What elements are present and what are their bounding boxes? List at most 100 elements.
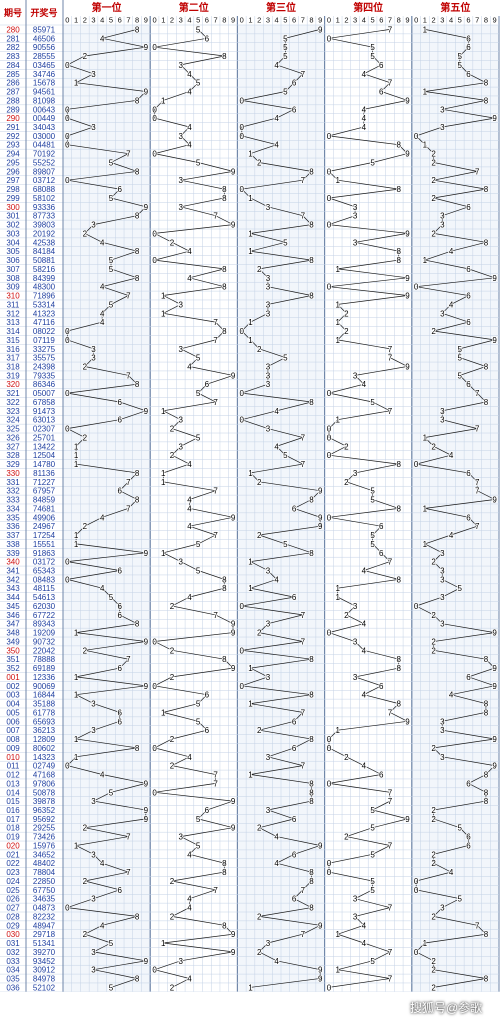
digit-point: 3 — [266, 753, 271, 762]
period-label: 315 — [6, 336, 20, 345]
digit-point: 6 — [292, 504, 297, 513]
digit-point: 8 — [396, 256, 401, 265]
period-label: 334 — [6, 504, 20, 513]
draw-number: 22042 — [33, 646, 56, 655]
digit-point: 2 — [170, 646, 175, 655]
digit-point: 4 — [274, 575, 279, 584]
digit-point: 4 — [100, 283, 105, 292]
digit-point: 2 — [170, 877, 175, 886]
digit-point: 3 — [91, 354, 96, 363]
period-label: 309 — [6, 283, 20, 292]
digit-point: 3 — [178, 300, 183, 309]
period-label: 333 — [6, 496, 20, 505]
digit-point: 8 — [309, 549, 314, 558]
trend-line-5 — [415, 29, 496, 988]
draw-number: 46506 — [33, 34, 56, 43]
digit-point: 8 — [135, 496, 140, 505]
digit-point: 6 — [466, 203, 471, 212]
digit-point: 2 — [431, 442, 436, 451]
draw-number: 36213 — [33, 726, 56, 735]
digit-point: 5 — [370, 398, 375, 407]
digit-point: 4 — [187, 460, 192, 469]
period-label: 298 — [6, 185, 20, 194]
digit-point: 8 — [309, 398, 314, 407]
group-title: 第三位 — [266, 1, 296, 14]
digit-point: 1 — [335, 726, 340, 735]
draw-number: 02307 — [33, 425, 56, 434]
draw-number: 20192 — [33, 229, 56, 238]
digit-point: 8 — [484, 96, 489, 105]
digit-point: 1 — [161, 708, 166, 717]
draw-number: 91863 — [33, 549, 56, 558]
digit-point: 5 — [458, 354, 463, 363]
draw-number: 02749 — [33, 762, 56, 771]
digit-header: 7 — [214, 16, 218, 25]
digit-point: 1 — [74, 460, 79, 469]
digit-point: 5 — [109, 194, 114, 203]
digit-point: 7 — [126, 478, 131, 487]
digit-point: 9 — [318, 841, 323, 850]
digit-point: 0 — [240, 327, 245, 336]
digit-point: 4 — [187, 593, 192, 602]
digit-header: 3 — [179, 16, 183, 25]
period-label: 021 — [6, 850, 20, 859]
draw-number: 74681 — [33, 504, 56, 513]
digit-header: 2 — [83, 16, 87, 25]
digit-point: 3 — [440, 221, 445, 230]
digit-point: 4 — [100, 584, 105, 593]
digit-point: 2 — [257, 912, 262, 921]
draw-number: 52102 — [33, 983, 56, 992]
draw-number: 03465 — [33, 61, 56, 70]
digit-header: 5 — [196, 16, 200, 25]
period-label: 016 — [6, 806, 20, 815]
digit-point: 8 — [484, 185, 489, 194]
digit-point: 5 — [283, 43, 288, 52]
draw-number: 03000 — [33, 132, 56, 141]
digit-point: 3 — [440, 123, 445, 132]
digit-point: 1 — [74, 691, 79, 700]
digit-point: 4 — [449, 247, 454, 256]
period-label: 026 — [6, 895, 20, 904]
period-label: 013 — [6, 779, 20, 788]
period-label: 018 — [6, 824, 20, 833]
digit-point: 8 — [484, 771, 489, 780]
digit-point: 5 — [458, 345, 463, 354]
digit-point: 8 — [222, 868, 227, 877]
digit-point: 7 — [388, 708, 393, 717]
digit-point: 9 — [318, 25, 323, 34]
footer-area — [0, 991, 500, 1020]
period-label: 287 — [6, 88, 20, 97]
digit-header: 5 — [283, 16, 287, 25]
digit-point: 2 — [83, 433, 88, 442]
draw-number: 73426 — [33, 833, 56, 842]
digit-point: 2 — [170, 983, 175, 992]
digit-point: 7 — [388, 948, 393, 957]
digit-point: 1 — [248, 247, 253, 256]
draw-number: 08022 — [33, 327, 56, 336]
draw-number: 89807 — [33, 167, 56, 176]
draw-number: 84399 — [33, 274, 56, 283]
digit-point: 9 — [492, 762, 497, 771]
digit-point: 0 — [414, 460, 419, 469]
draw-number: 48115 — [33, 584, 55, 593]
digit-point: 0 — [152, 43, 157, 52]
digit-point: 6 — [466, 513, 471, 522]
period-label: 029 — [6, 921, 20, 930]
digit-point: 8 — [135, 912, 140, 921]
digit-point: 2 — [431, 637, 436, 646]
digit-point: 0 — [152, 256, 157, 265]
digit-header: 6 — [292, 16, 296, 25]
period-label: 351 — [6, 655, 20, 664]
digit-point: 7 — [301, 212, 306, 221]
digit-point: 3 — [440, 567, 445, 576]
draw-number: 35188 — [33, 700, 56, 709]
digit-point: 6 — [379, 61, 384, 70]
digit-header: 3 — [91, 16, 95, 25]
digit-header: 6 — [118, 16, 122, 25]
digit-point: 7 — [126, 868, 131, 877]
period-label: 285 — [6, 70, 20, 79]
period-label: 327 — [6, 442, 20, 451]
period-label: 296 — [6, 167, 20, 176]
draw-number: 12336 — [33, 673, 56, 682]
period-label: 329 — [6, 460, 20, 469]
